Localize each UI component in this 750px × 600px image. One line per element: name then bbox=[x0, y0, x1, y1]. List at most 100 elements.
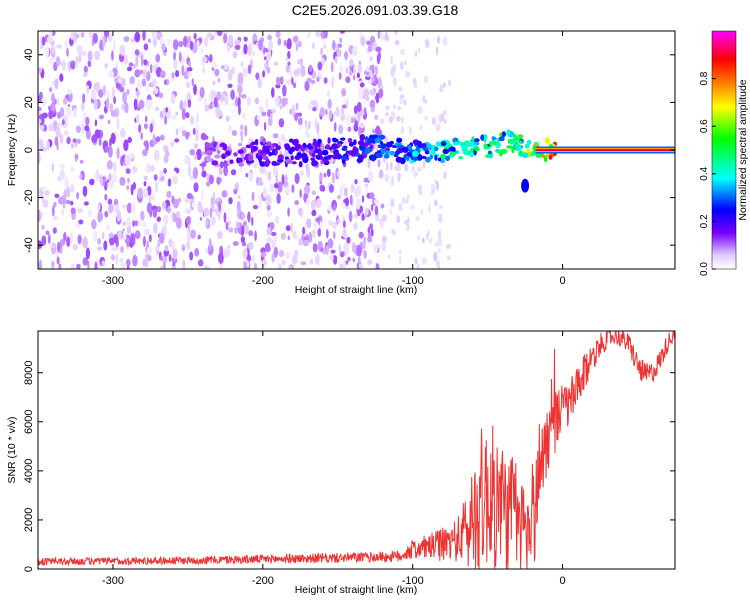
noise-blob bbox=[152, 31, 158, 40]
noise-blob bbox=[256, 115, 261, 120]
noise-blob bbox=[343, 242, 350, 255]
x-tick-label: -300 bbox=[102, 275, 124, 287]
noise-blob bbox=[196, 148, 202, 161]
noise-blob bbox=[81, 123, 85, 134]
noise-blob bbox=[436, 180, 439, 191]
noise-blob bbox=[283, 39, 287, 47]
noise-blob bbox=[371, 76, 375, 83]
noise-blob bbox=[428, 237, 433, 244]
noise-blob bbox=[317, 228, 322, 237]
noise-blob bbox=[38, 259, 42, 269]
noise-blob bbox=[382, 241, 386, 252]
noise-blob bbox=[377, 159, 381, 168]
noise-blob bbox=[319, 172, 323, 183]
noise-blob bbox=[179, 100, 184, 111]
noise-blob bbox=[325, 244, 329, 255]
noise-blob bbox=[291, 184, 295, 193]
noise-blob bbox=[225, 221, 229, 231]
noise-blob bbox=[240, 236, 245, 244]
noise-blob bbox=[167, 37, 172, 46]
noise-blob bbox=[143, 43, 149, 51]
noise-blob bbox=[163, 249, 170, 257]
noise-blob bbox=[134, 69, 141, 78]
noise-blob bbox=[78, 219, 84, 225]
noise-blob bbox=[117, 230, 123, 240]
noise-blob bbox=[338, 112, 343, 117]
signal-blob bbox=[360, 135, 364, 143]
noise-blob bbox=[417, 184, 423, 191]
noise-blob bbox=[281, 174, 285, 185]
signal-blob bbox=[202, 162, 206, 166]
snr-series-line bbox=[38, 331, 675, 569]
signal-blob bbox=[273, 162, 280, 166]
snr-x-axis-label: Height of straight line (km) bbox=[295, 584, 418, 596]
noise-blob bbox=[221, 190, 227, 198]
noise-blob bbox=[374, 199, 379, 205]
noise-blob bbox=[245, 173, 249, 178]
noise-blob bbox=[201, 56, 208, 64]
noise-blob bbox=[129, 76, 135, 85]
signal-blob bbox=[247, 155, 254, 162]
noise-blob bbox=[385, 105, 390, 110]
noise-blob bbox=[258, 106, 264, 113]
noise-blob bbox=[248, 242, 254, 250]
noise-blob bbox=[53, 216, 59, 221]
signal-blob bbox=[454, 150, 460, 155]
noise-blob bbox=[327, 98, 332, 110]
noise-blob bbox=[251, 216, 254, 226]
noise-blob bbox=[241, 241, 247, 247]
noise-blob bbox=[334, 256, 337, 262]
signal-blob bbox=[206, 149, 213, 156]
noise-blob bbox=[285, 79, 292, 85]
noise-blob bbox=[126, 185, 130, 191]
noise-blob bbox=[273, 246, 278, 258]
noise-blob bbox=[257, 181, 264, 186]
noise-blob bbox=[59, 168, 65, 181]
noise-blob bbox=[108, 179, 115, 189]
noise-blob bbox=[134, 31, 141, 43]
noise-blob bbox=[215, 207, 219, 216]
noise-blob bbox=[358, 231, 364, 239]
noise-blob bbox=[326, 168, 331, 178]
signal-blob bbox=[225, 150, 231, 156]
noise-blob bbox=[370, 228, 374, 237]
noise-blob bbox=[359, 122, 365, 129]
noise-blob bbox=[125, 258, 131, 267]
noise-blob bbox=[223, 165, 228, 177]
noise-blob bbox=[294, 173, 300, 184]
noise-blob bbox=[438, 229, 441, 239]
noise-blob bbox=[234, 44, 241, 51]
noise-blob bbox=[61, 59, 66, 71]
noise-blob bbox=[374, 114, 379, 120]
noise-blob bbox=[339, 186, 342, 198]
noise-blob bbox=[330, 61, 334, 73]
noise-blob bbox=[369, 192, 375, 200]
noise-blob bbox=[45, 230, 50, 235]
signal-blob bbox=[480, 134, 485, 141]
snr-frame bbox=[37, 330, 676, 570]
noise-blob bbox=[390, 55, 393, 65]
noise-blob bbox=[377, 31, 381, 40]
signal-blob bbox=[458, 156, 464, 160]
noise-blob bbox=[51, 163, 55, 173]
noise-blob bbox=[163, 223, 167, 236]
noise-blob bbox=[439, 113, 445, 123]
signal-blob bbox=[425, 156, 431, 163]
noise-blob bbox=[44, 189, 50, 196]
noise-blob bbox=[70, 60, 76, 70]
signal-blob bbox=[319, 155, 323, 160]
noise-blob bbox=[307, 103, 312, 110]
noise-blob bbox=[67, 88, 73, 95]
noise-blob bbox=[77, 234, 82, 245]
noise-blob bbox=[146, 71, 151, 82]
noise-blob bbox=[109, 103, 114, 113]
noise-blob bbox=[40, 212, 44, 219]
noise-blob bbox=[80, 120, 87, 127]
signal-blob bbox=[517, 140, 523, 144]
noise-blob bbox=[405, 70, 411, 78]
noise-blob bbox=[266, 226, 272, 236]
noise-blob bbox=[173, 51, 177, 62]
noise-blob bbox=[422, 94, 426, 104]
noise-blob bbox=[134, 230, 141, 240]
noise-blob bbox=[410, 205, 415, 210]
